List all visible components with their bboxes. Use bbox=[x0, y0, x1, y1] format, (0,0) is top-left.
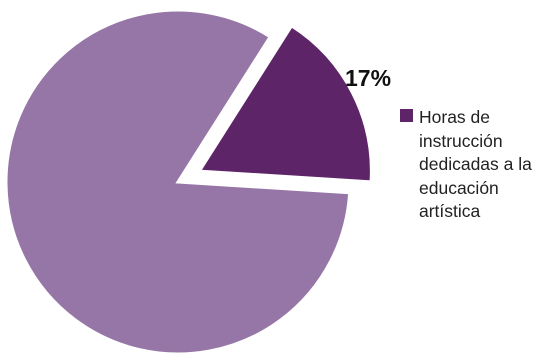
pie-slice-artistic-education bbox=[196, 23, 373, 184]
pie-data-label-17: 17% bbox=[345, 65, 391, 91]
legend: Horas de instrucción dedicadas a la educ… bbox=[400, 106, 550, 224]
pie-slice-other bbox=[4, 8, 352, 356]
legend-swatch bbox=[400, 109, 413, 122]
legend-entry-label: Horas de instrucción dedicadas a la educ… bbox=[419, 107, 532, 221]
